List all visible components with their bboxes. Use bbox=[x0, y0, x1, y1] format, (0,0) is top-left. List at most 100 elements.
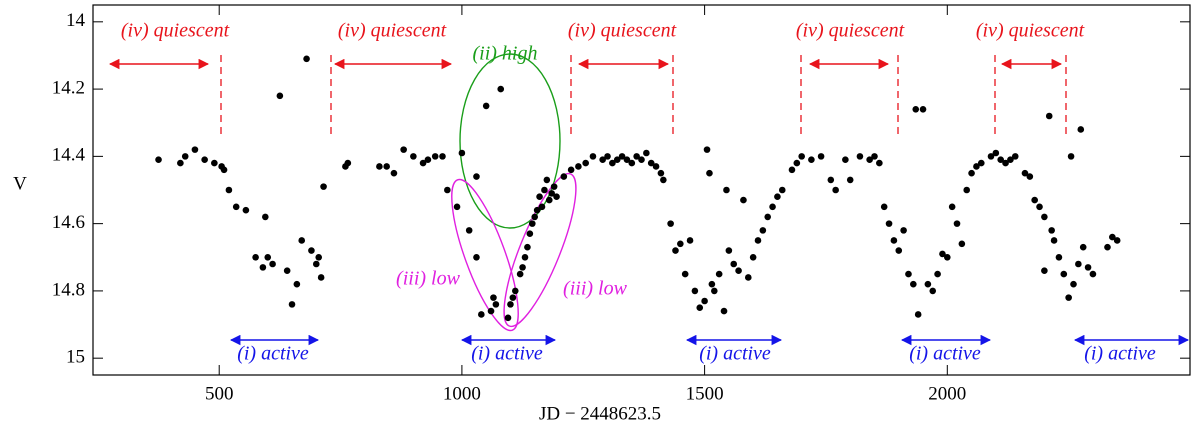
data-point bbox=[735, 267, 742, 275]
data-point bbox=[509, 294, 517, 301]
data-point bbox=[575, 163, 582, 170]
data-point bbox=[939, 250, 946, 258]
data-point bbox=[866, 156, 873, 164]
data-point bbox=[613, 156, 621, 164]
y-tick-label: 14 bbox=[66, 10, 86, 31]
data-point bbox=[410, 153, 417, 160]
data-point bbox=[987, 153, 995, 160]
data-point bbox=[652, 163, 660, 170]
low-ellipse bbox=[503, 172, 577, 328]
data-point bbox=[730, 260, 738, 268]
data-point bbox=[1109, 233, 1116, 241]
data-point bbox=[618, 153, 626, 160]
data-point bbox=[1060, 270, 1068, 278]
data-point bbox=[744, 274, 752, 281]
data-point bbox=[1021, 169, 1029, 177]
data-point bbox=[842, 156, 849, 164]
data-point bbox=[973, 163, 980, 170]
data-point bbox=[968, 169, 975, 177]
data-point bbox=[533, 206, 541, 214]
annotation-labels: (iv) quiescent (iv) quiescent (iv) quies… bbox=[121, 20, 1156, 365]
data-point bbox=[708, 280, 716, 288]
data-point bbox=[482, 102, 490, 110]
data-point bbox=[259, 264, 267, 271]
data-point bbox=[538, 203, 546, 211]
data-point bbox=[548, 190, 556, 197]
data-point bbox=[885, 220, 893, 227]
data-point bbox=[880, 203, 888, 211]
data-point bbox=[317, 274, 325, 281]
data-point bbox=[524, 243, 531, 251]
data-point bbox=[201, 156, 208, 164]
data-point bbox=[701, 297, 708, 305]
data-point bbox=[997, 156, 1004, 164]
data-point bbox=[478, 311, 485, 318]
data-point bbox=[490, 294, 497, 301]
data-point bbox=[344, 159, 352, 167]
data-point bbox=[458, 149, 466, 157]
x-axis-label: JD − 2448623.5 bbox=[539, 403, 661, 424]
data-point bbox=[1077, 126, 1085, 133]
data-point bbox=[759, 227, 767, 234]
data-point bbox=[609, 159, 616, 167]
data-point bbox=[798, 153, 805, 160]
data-point bbox=[958, 240, 966, 248]
low-ellipse bbox=[451, 178, 519, 332]
data-point bbox=[1089, 270, 1097, 278]
data-point bbox=[431, 153, 439, 160]
x-tick-label: 2000 bbox=[928, 383, 966, 404]
data-point bbox=[492, 301, 500, 308]
data-point bbox=[643, 149, 650, 157]
data-point bbox=[905, 270, 912, 278]
data-point bbox=[541, 186, 548, 194]
data-point bbox=[288, 301, 296, 308]
data-point bbox=[504, 314, 512, 322]
data-point bbox=[191, 146, 199, 153]
data-point bbox=[1036, 203, 1043, 211]
data-point bbox=[711, 287, 718, 295]
data-point bbox=[383, 163, 390, 170]
annotation: (iv) quiescent bbox=[121, 20, 230, 42]
data-point bbox=[876, 159, 883, 167]
x-tick-label: 500 bbox=[205, 383, 234, 404]
data-point bbox=[1002, 159, 1009, 167]
data-point bbox=[706, 169, 713, 177]
data-point bbox=[283, 267, 291, 275]
data-point bbox=[225, 186, 233, 194]
data-point bbox=[769, 203, 776, 211]
annotation: (i) active bbox=[909, 343, 981, 365]
y-tick-label: 14.8 bbox=[52, 279, 85, 300]
data-point bbox=[531, 213, 539, 221]
data-point bbox=[242, 206, 250, 214]
data-point bbox=[507, 301, 514, 308]
data-point bbox=[487, 307, 495, 315]
data-point bbox=[269, 260, 276, 268]
data-point bbox=[262, 213, 269, 221]
annotation: (i) active bbox=[471, 343, 543, 365]
x-tick-label: 1500 bbox=[686, 383, 724, 404]
data-point bbox=[1031, 196, 1038, 204]
data-point bbox=[660, 176, 667, 184]
data-point bbox=[465, 227, 473, 234]
annotation: (iv) quiescent bbox=[796, 20, 905, 42]
data-point bbox=[929, 287, 937, 295]
data-point bbox=[1070, 280, 1077, 288]
data-point bbox=[900, 227, 907, 234]
data-point bbox=[703, 146, 711, 153]
data-point bbox=[686, 237, 694, 244]
data-point bbox=[473, 173, 480, 180]
data-point bbox=[453, 203, 461, 211]
data-point bbox=[788, 166, 796, 174]
data-point bbox=[871, 153, 878, 160]
data-point bbox=[521, 253, 529, 261]
data-point bbox=[1011, 153, 1019, 160]
data-point bbox=[1055, 253, 1063, 261]
data-point bbox=[633, 153, 640, 160]
annotation: (i) active bbox=[1084, 343, 1156, 365]
data-point bbox=[1067, 153, 1075, 160]
data-point bbox=[681, 270, 689, 278]
data-point bbox=[1048, 227, 1055, 234]
data-point bbox=[1045, 112, 1053, 120]
data-point bbox=[553, 193, 560, 201]
